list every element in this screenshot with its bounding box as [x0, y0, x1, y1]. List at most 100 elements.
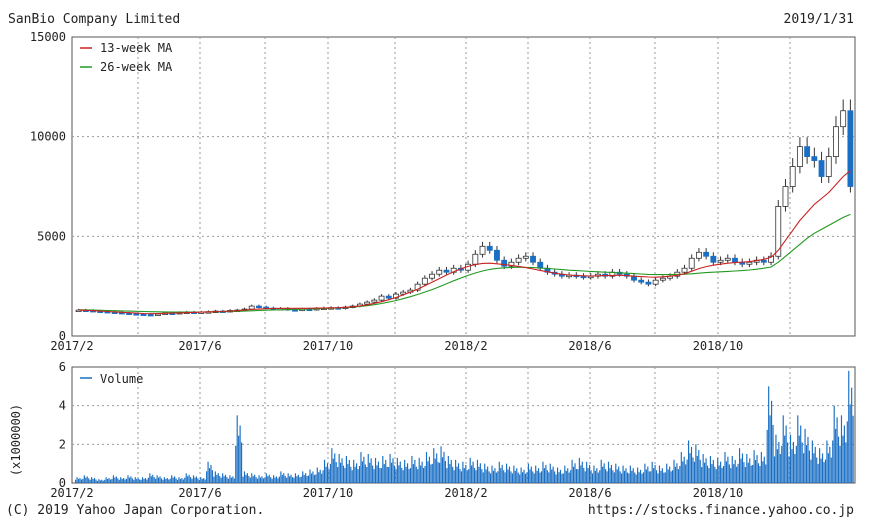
volume-bar	[830, 457, 832, 483]
volume-bar	[453, 470, 455, 483]
volume-bar	[136, 478, 138, 483]
candle-body	[537, 261, 544, 269]
candle-body	[732, 257, 738, 263]
volume-bar	[238, 435, 240, 483]
volume-bar	[491, 465, 493, 483]
volume-bar	[216, 474, 218, 483]
volume-bar	[408, 469, 410, 483]
volume-bar	[127, 475, 129, 483]
volume-bar	[545, 464, 547, 483]
volume-bar	[157, 477, 160, 483]
volume-bar	[395, 469, 397, 483]
volume-bar	[211, 470, 214, 483]
volume-bar	[689, 453, 691, 483]
volume-bar	[671, 470, 674, 483]
volume-bar	[153, 477, 155, 483]
volume-bar	[79, 478, 81, 483]
candle-body	[710, 255, 717, 263]
volume-bar	[278, 476, 281, 483]
volume-bar	[96, 480, 98, 483]
volume-bar	[257, 478, 259, 483]
volume-bar	[414, 459, 416, 483]
volume-bar	[239, 425, 241, 483]
volume-bar	[746, 454, 748, 483]
volume-bar	[112, 475, 115, 483]
volume-bar	[281, 474, 283, 483]
volume-bar	[449, 464, 451, 483]
candle-body	[508, 261, 515, 267]
volume-bar	[227, 478, 230, 483]
volume-bar	[696, 455, 698, 483]
volume-bar	[291, 477, 294, 483]
volume-bar	[561, 473, 563, 483]
candle-body	[652, 279, 659, 285]
volume-bar	[350, 466, 352, 483]
volume-bar	[77, 478, 80, 483]
volume-bar	[556, 467, 559, 483]
volume-bar	[473, 467, 476, 483]
volume-bar	[430, 464, 432, 483]
volume-bar	[198, 479, 200, 483]
volume-bar	[95, 479, 97, 483]
volume-bar	[757, 463, 760, 483]
volume-bar	[341, 458, 343, 483]
candle-body	[782, 186, 789, 207]
volume-bar	[372, 465, 374, 483]
volume-bar	[398, 465, 400, 483]
volume-bar	[434, 458, 436, 483]
volume-bar	[685, 464, 687, 483]
volume-bar	[92, 478, 94, 483]
volume-bar	[242, 476, 244, 483]
volume-bar	[570, 470, 572, 483]
volume-bar	[425, 452, 428, 483]
volume-bar	[299, 477, 301, 483]
volume-bar	[460, 471, 463, 483]
volume-bar	[824, 459, 827, 483]
volume-bar	[706, 465, 709, 483]
volume-bar	[439, 462, 441, 483]
volume-bar	[271, 478, 273, 483]
candle-body	[133, 313, 140, 316]
volume-bar	[351, 470, 353, 483]
volume-bar	[217, 473, 219, 483]
volume-bar	[219, 476, 221, 483]
volume-bar	[645, 469, 647, 483]
volume-bar	[76, 477, 78, 483]
volume-bar	[546, 470, 548, 483]
volume-bar	[468, 469, 470, 483]
volume-bar	[424, 465, 426, 483]
copyright-text: (C) 2019 Yahoo Japan Corporation.	[6, 503, 265, 518]
candle-body	[494, 249, 500, 261]
candle-body	[429, 273, 435, 279]
volume-bar	[392, 458, 394, 483]
volume-bar	[782, 415, 784, 483]
volume-bar	[284, 476, 286, 483]
volume-bar	[203, 478, 205, 483]
volume-bar	[111, 478, 113, 483]
volume-bar	[252, 476, 254, 483]
chart-date: 2019/1/31	[783, 12, 854, 27]
volume-bar	[625, 468, 627, 483]
volume-bar	[243, 471, 246, 483]
volume-bar	[717, 457, 719, 483]
volume-bar	[657, 473, 659, 483]
volume-bar	[463, 468, 465, 483]
volume-bar	[249, 477, 251, 483]
volume-bar	[316, 467, 318, 483]
volume-bar	[722, 465, 725, 483]
volume-bar	[542, 461, 544, 483]
legend-volume-label: Volume	[100, 372, 143, 386]
volume-bar	[171, 475, 173, 483]
volume-bar	[246, 473, 248, 483]
volume-bar	[714, 466, 716, 483]
volume-bar	[482, 472, 484, 483]
volume-bar	[839, 445, 841, 483]
volume-bar	[85, 477, 87, 483]
volume-bar	[332, 458, 334, 483]
volume-bar	[762, 461, 764, 483]
volume-bar	[848, 370, 850, 483]
source-link[interactable]: https://stocks.finance.yahoo.co.jp	[587, 503, 854, 518]
volume-bar	[353, 459, 355, 483]
volume-bar	[835, 428, 837, 483]
candle-body	[695, 251, 702, 259]
